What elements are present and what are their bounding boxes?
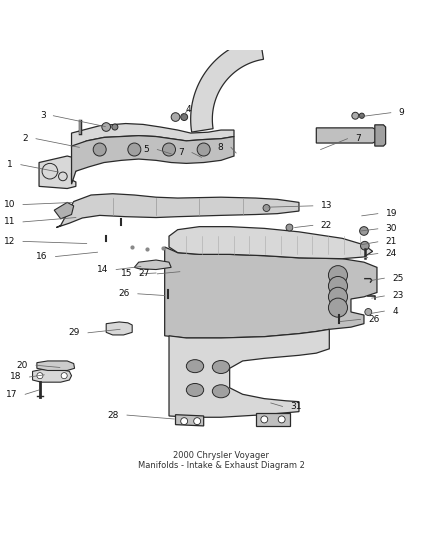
Circle shape [180,114,187,120]
Polygon shape [169,329,328,417]
Text: 14: 14 [97,265,108,274]
Text: 22: 22 [320,221,331,230]
Polygon shape [32,369,71,382]
Polygon shape [175,415,203,426]
Text: 21: 21 [385,237,396,246]
Polygon shape [39,156,76,189]
Circle shape [102,123,110,131]
Text: 18: 18 [10,373,21,382]
Text: 11: 11 [4,217,15,227]
Circle shape [278,416,284,423]
Text: 20: 20 [17,361,28,370]
Circle shape [328,265,347,285]
Polygon shape [164,247,376,338]
Text: 29: 29 [69,328,80,337]
Text: 26: 26 [367,315,379,324]
Text: 9: 9 [398,108,403,117]
Text: 13: 13 [320,201,332,211]
Circle shape [360,241,368,250]
Text: 27: 27 [138,269,149,278]
Text: 31: 31 [290,402,301,411]
Circle shape [328,287,347,306]
Circle shape [171,112,180,122]
Polygon shape [255,413,290,426]
Text: 19: 19 [385,209,396,218]
Text: 25: 25 [391,274,403,282]
Text: 17: 17 [6,390,18,399]
Text: 2: 2 [22,134,28,143]
Circle shape [112,124,118,130]
Circle shape [328,277,347,295]
Text: 3: 3 [40,111,46,120]
Circle shape [285,224,292,231]
Circle shape [61,373,67,379]
Polygon shape [71,136,233,184]
Text: 4: 4 [185,105,191,114]
Ellipse shape [186,383,203,397]
Text: 2000 Chrysler Voyager
Manifolds - Intake & Exhaust Diagram 2: 2000 Chrysler Voyager Manifolds - Intake… [137,451,304,470]
Text: 5: 5 [143,145,149,154]
Ellipse shape [186,360,203,373]
Circle shape [328,298,347,317]
Text: 7: 7 [354,134,360,143]
Circle shape [93,143,106,156]
Circle shape [364,309,371,316]
Polygon shape [169,227,372,259]
Text: 4: 4 [391,306,397,316]
Text: 1: 1 [7,160,13,169]
Polygon shape [190,38,263,132]
Polygon shape [37,361,74,370]
Circle shape [37,373,43,379]
Text: 8: 8 [217,143,223,152]
Circle shape [260,416,267,423]
Circle shape [262,205,269,212]
Text: 30: 30 [385,224,396,233]
Text: 15: 15 [120,269,132,278]
Circle shape [127,143,141,156]
Ellipse shape [212,360,229,374]
Text: 16: 16 [36,252,48,261]
Text: 26: 26 [118,289,130,298]
Polygon shape [71,124,233,147]
Circle shape [193,418,200,425]
Polygon shape [374,125,385,146]
Circle shape [351,112,358,119]
Circle shape [197,143,210,156]
Circle shape [358,113,364,118]
Text: 7: 7 [178,148,184,157]
Ellipse shape [212,385,229,398]
Text: 12: 12 [4,237,15,246]
Polygon shape [134,260,171,270]
Circle shape [359,227,367,235]
Circle shape [180,418,187,425]
Text: 23: 23 [391,292,403,301]
Polygon shape [54,203,74,219]
Text: 28: 28 [108,410,119,419]
Polygon shape [56,193,298,228]
Polygon shape [316,128,376,143]
Text: 10: 10 [4,200,15,209]
Polygon shape [106,322,132,335]
Text: 24: 24 [385,249,396,258]
Circle shape [162,143,175,156]
